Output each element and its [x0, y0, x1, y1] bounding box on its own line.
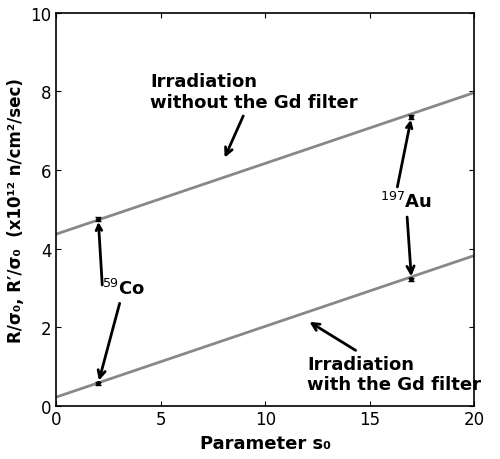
Y-axis label: R/σ₀, R′/σ₀  (x10¹² n/cm²/sec): R/σ₀, R′/σ₀ (x10¹² n/cm²/sec)	[7, 78, 25, 342]
Text: $^{197}$Au: $^{197}$Au	[380, 192, 432, 274]
Text: $^{59}$Co: $^{59}$Co	[98, 278, 145, 378]
Text: Irradiation
with the Gd filter: Irradiation with the Gd filter	[307, 324, 481, 393]
X-axis label: Parameter s₀: Parameter s₀	[200, 434, 331, 452]
Text: Irradiation
without the Gd filter: Irradiation without the Gd filter	[150, 73, 358, 156]
